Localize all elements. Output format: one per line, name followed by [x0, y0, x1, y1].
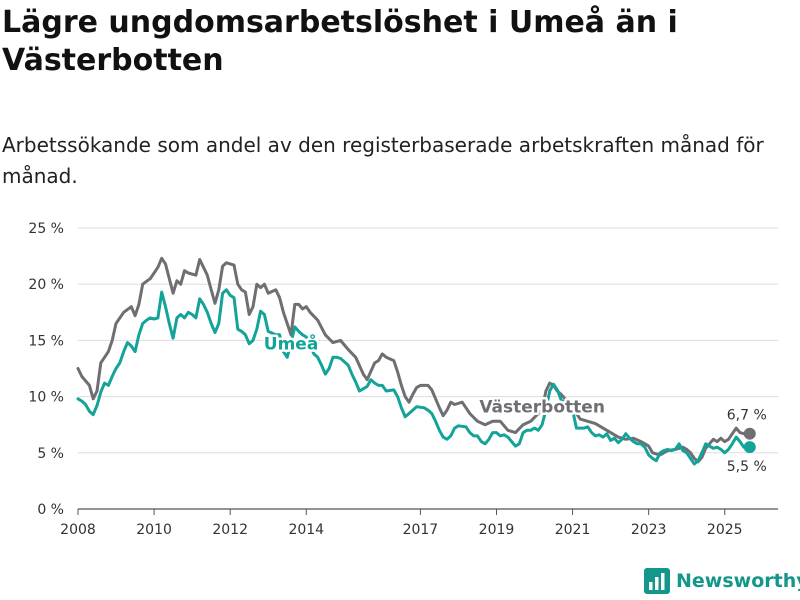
series-label-vasterbotten: Västerbotten	[479, 397, 605, 417]
x-tick-label: 2025	[707, 522, 743, 538]
end-point-umeå	[743, 441, 756, 454]
y-tick-label: 5 %	[37, 446, 64, 462]
y-tick-label: 0 %	[37, 502, 64, 518]
x-tick-label: 2012	[212, 522, 248, 538]
x-tick-label: 2021	[555, 522, 591, 538]
y-tick-label: 25 %	[28, 221, 64, 237]
y-tick-label: 10 %	[28, 390, 64, 406]
series-line-västerbotten	[76, 256, 746, 464]
x-tick-label: 2017	[403, 522, 439, 538]
y-tick-label: 15 %	[28, 333, 64, 349]
chart-title: Lägre ungdomsarbetslöshet i Umeå än i Vä…	[2, 5, 678, 78]
y-tick-label: 20 %	[28, 277, 64, 293]
x-tick-label: 2023	[631, 522, 667, 538]
end-point-västerbotten	[743, 427, 756, 440]
end-label-vasterbotten: 6,7 %	[727, 408, 767, 424]
brand-name: Newsworthy	[676, 570, 800, 592]
series-lines	[76, 256, 756, 466]
newsworthy-logo-icon	[644, 568, 670, 594]
brand-logo: Newsworthy	[644, 568, 800, 594]
end-label-umea: 5,5 %	[727, 459, 767, 475]
chart-subtitle: Arbetssökande som andel av den registerb…	[2, 133, 764, 188]
x-tick-label: 2010	[136, 522, 172, 538]
x-tick-label: 2019	[479, 522, 515, 538]
series-label-umea: Umeå	[264, 332, 319, 354]
y-gridlines	[78, 227, 778, 510]
x-tick-label: 2014	[288, 522, 324, 538]
x-tick-label: 2008	[60, 522, 96, 538]
x-axis: 2008 2010 2012 2014 2017 2019 2021 2023 2025	[60, 509, 743, 538]
y-axis: 0 % 5 % 10 % 15 % 20 % 25 %	[28, 221, 64, 518]
series-line-umeå	[76, 288, 746, 466]
line-chart: 0 %5 %10 %15 %20 %25 % 2008 2010 2012 2014 2…	[28, 221, 778, 538]
series-labels: Västerbotten Umeå 6,7 % 5,5 %	[261, 330, 767, 475]
